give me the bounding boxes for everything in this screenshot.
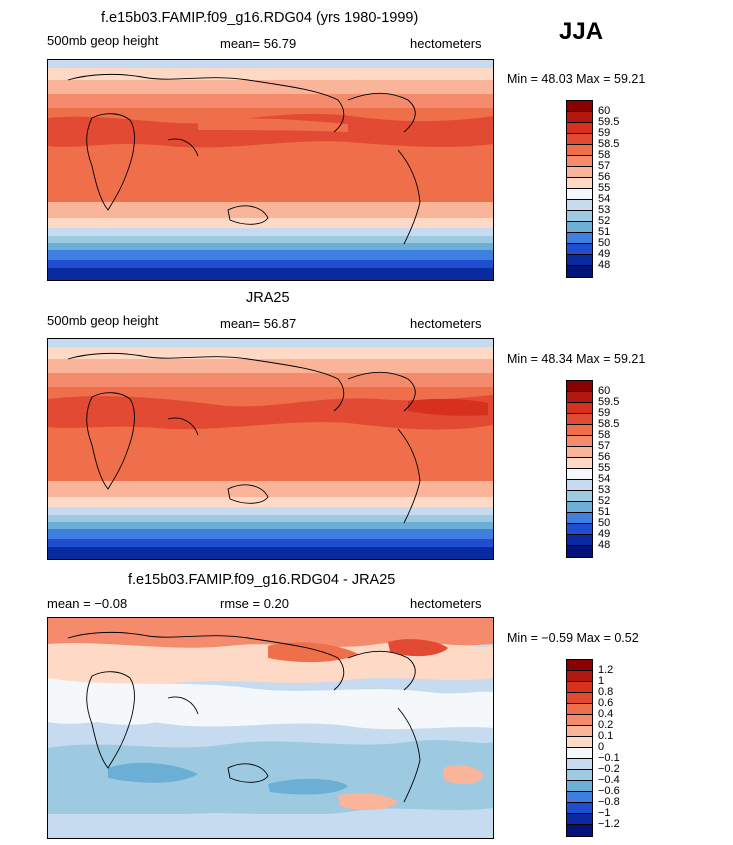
colorbar-tick-label: 59.5 xyxy=(598,116,620,128)
colorbar-tick-label: 53 xyxy=(598,204,611,216)
colorbar-tick-label: 52 xyxy=(598,495,611,507)
colorbar-tick-label: 58 xyxy=(598,429,611,441)
colorbar-tick-label: 59.5 xyxy=(598,396,620,408)
panel3-map xyxy=(47,617,494,839)
colorbar-tick-label: 57 xyxy=(598,440,611,452)
colorbar-tick-label: 0.1 xyxy=(598,730,614,742)
colorbar-tick-label: 53 xyxy=(598,484,611,496)
colorbar-tick-label: 1 xyxy=(598,675,605,687)
colorbar-tick-label: 0.4 xyxy=(598,708,614,720)
colorbar-tick-label: 57 xyxy=(598,160,611,172)
panel2-left-label: 500mb geop height xyxy=(47,313,159,328)
colorbar-tick-label: 50 xyxy=(598,517,611,529)
colorbar-tick-label: 58.5 xyxy=(598,138,620,150)
panel1-contour-field xyxy=(48,60,493,280)
colorbar-tick-label: 51 xyxy=(598,506,611,518)
colorbar-tick-label: 1.2 xyxy=(598,664,614,676)
colorbar-tick-label: 0.6 xyxy=(598,697,614,709)
panel2-center-label: mean= 56.87 xyxy=(220,316,297,331)
colorbar-tick-label: 58.5 xyxy=(598,418,620,430)
colorbar-tick-label: −1 xyxy=(598,807,611,819)
panel2-colorbar xyxy=(566,380,593,558)
colorbar-tick-label: −0.6 xyxy=(598,785,620,797)
panel3-right-label: hectometers xyxy=(410,596,482,611)
panel1-minmax: Min = 48.03 Max = 59.21 xyxy=(507,72,646,86)
colorbar-tick-label: −0.1 xyxy=(598,752,620,764)
panel2-contour-field xyxy=(48,339,493,559)
colorbar-tick-label: 60 xyxy=(598,105,611,117)
colorbar-tick-label: −1.2 xyxy=(598,818,620,830)
panel1-colorbar xyxy=(566,100,593,278)
colorbar-tick-label: 0.2 xyxy=(598,719,614,731)
colorbar-tick-label: 56 xyxy=(598,171,611,183)
colorbar-tick-label: −0.4 xyxy=(598,774,620,786)
panel1-title: f.e15b03.FAMIP.f09_g16.RDG04 (yrs 1980-1… xyxy=(101,10,419,26)
colorbar-tick-label: 49 xyxy=(598,528,611,540)
colorbar-tick-label: 59 xyxy=(598,407,611,419)
panel3-minmax: Min = −0.59 Max = 0.52 xyxy=(507,631,639,645)
colorbar-tick-label: 51 xyxy=(598,226,611,238)
panel3-colorbar xyxy=(566,659,593,837)
colorbar-tick-label: 0 xyxy=(598,741,605,753)
panel1-center-label: mean= 56.79 xyxy=(220,36,297,51)
colorbar-tick-label: 0.8 xyxy=(598,686,614,698)
colorbar-tick-label: 56 xyxy=(598,451,611,463)
panel3-left-label: mean = −0.08 xyxy=(47,596,128,611)
panel2-title: JRA25 xyxy=(246,290,290,306)
panel2-minmax: Min = 48.34 Max = 59.21 xyxy=(507,352,646,366)
colorbar-tick-label: 55 xyxy=(598,462,611,474)
colorbar-tick-label: 59 xyxy=(598,127,611,139)
panel2-right-label: hectometers xyxy=(410,316,482,331)
panel1-right-label: hectometers xyxy=(410,36,482,51)
colorbar-tick-label: 52 xyxy=(598,215,611,227)
colorbar-tick-label: 48 xyxy=(598,539,611,551)
colorbar-tick-label: 49 xyxy=(598,248,611,260)
colorbar-tick-label: 58 xyxy=(598,149,611,161)
panel3-title: f.e15b03.FAMIP.f09_g16.RDG04 - JRA25 xyxy=(128,572,396,588)
colorbar-tick-label: 54 xyxy=(598,193,611,205)
colorbar-tick-label: 60 xyxy=(598,385,611,397)
colorbar-tick-label: 48 xyxy=(598,259,611,271)
colorbar-tick-label: 55 xyxy=(598,182,611,194)
season-label: JJA xyxy=(559,18,604,45)
colorbar-tick-label: 50 xyxy=(598,237,611,249)
panel3-contour-field xyxy=(48,618,493,838)
colorbar-tick-label: −0.8 xyxy=(598,796,620,808)
colorbar-tick-label: −0.2 xyxy=(598,763,620,775)
panel2-map xyxy=(47,338,494,560)
panel1-left-label: 500mb geop height xyxy=(47,33,159,48)
panel3-center-label: rmse = 0.20 xyxy=(220,596,290,611)
panel1-map xyxy=(47,59,494,281)
colorbar-tick-label: 54 xyxy=(598,473,611,485)
